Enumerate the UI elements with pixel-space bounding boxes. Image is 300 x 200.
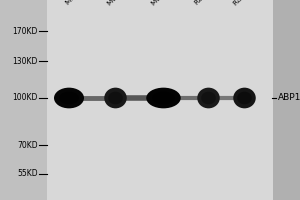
FancyBboxPatch shape — [46, 0, 273, 200]
Ellipse shape — [197, 88, 220, 108]
Ellipse shape — [59, 92, 79, 104]
Text: Rat heart: Rat heart — [232, 0, 260, 6]
FancyBboxPatch shape — [0, 0, 46, 200]
Ellipse shape — [108, 92, 123, 104]
Text: Mouse heart: Mouse heart — [150, 0, 186, 6]
Ellipse shape — [54, 88, 84, 108]
Text: 55KD: 55KD — [17, 170, 38, 178]
Ellipse shape — [146, 88, 181, 108]
Text: 130KD: 130KD — [12, 56, 38, 66]
Ellipse shape — [237, 92, 252, 104]
Ellipse shape — [152, 92, 175, 104]
Text: 100KD: 100KD — [12, 94, 38, 102]
Text: Mouse kidney: Mouse kidney — [64, 0, 104, 6]
Text: Mouse liver: Mouse liver — [106, 0, 140, 6]
Text: Rat kidney: Rat kidney — [194, 0, 225, 6]
Text: 70KD: 70KD — [17, 140, 38, 149]
Text: 170KD: 170KD — [12, 26, 38, 36]
Ellipse shape — [233, 88, 256, 108]
Ellipse shape — [104, 88, 127, 108]
Ellipse shape — [201, 92, 216, 104]
Text: ABP1: ABP1 — [278, 94, 300, 102]
